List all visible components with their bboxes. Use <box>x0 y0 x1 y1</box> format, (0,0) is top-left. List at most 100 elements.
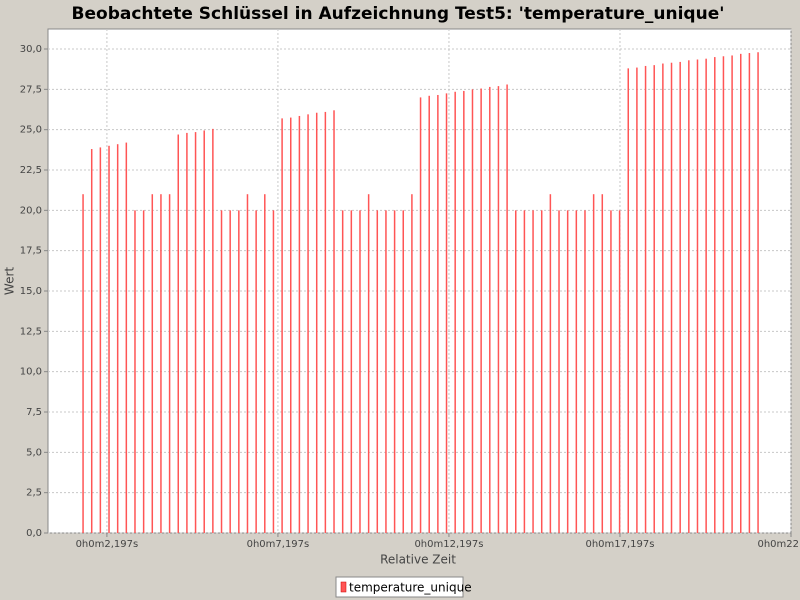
bar <box>125 142 128 534</box>
bar <box>160 194 162 533</box>
bar <box>402 210 405 534</box>
y-tick-label: 0,0 <box>26 528 42 539</box>
x-tick-label: 0h0m17,197s <box>585 539 654 550</box>
bar <box>212 128 214 534</box>
bar <box>393 210 396 534</box>
bar <box>445 93 448 534</box>
y-tick-label: 17,5 <box>20 246 42 257</box>
bar <box>489 86 491 533</box>
y-tick-label: 22,5 <box>20 165 42 176</box>
bar <box>419 97 422 534</box>
y-tick-label: 10,0 <box>20 367 42 378</box>
bar <box>740 53 742 534</box>
x-tick-label: 0h0m12,197s <box>414 539 483 550</box>
y-tick-label: 27,5 <box>20 84 42 95</box>
bar <box>601 194 604 533</box>
legend <box>335 576 464 598</box>
bar <box>411 194 413 533</box>
bar <box>549 194 552 533</box>
bar <box>203 130 205 533</box>
plot-area <box>47 28 792 534</box>
bar <box>463 90 465 533</box>
bar <box>177 134 180 534</box>
bar <box>90 149 93 533</box>
bar <box>506 84 508 533</box>
bar <box>714 57 716 533</box>
bar <box>385 210 387 534</box>
y-tick-label: 5,0 <box>26 447 42 458</box>
bar <box>229 210 231 534</box>
bar <box>757 52 759 534</box>
bar <box>679 61 681 533</box>
bar <box>99 147 102 533</box>
bar <box>471 89 474 534</box>
bar <box>636 67 638 533</box>
bar <box>688 60 690 533</box>
bar <box>142 210 145 534</box>
bar <box>82 194 84 533</box>
bar <box>108 145 110 534</box>
x-tick-label: 0h0m7,197s <box>247 539 310 550</box>
bar <box>731 55 733 534</box>
bar <box>748 53 751 533</box>
bar <box>246 194 249 533</box>
x-tick-label: 0h0m2,197s <box>76 539 139 550</box>
bar <box>722 56 725 533</box>
y-tick-label: 15,0 <box>20 286 42 297</box>
bar <box>151 194 154 533</box>
bar <box>566 210 569 534</box>
bar <box>662 63 664 534</box>
bar <box>428 95 430 533</box>
y-tick-label: 2,5 <box>26 488 42 499</box>
bar <box>610 210 612 534</box>
y-tick-label: 25,0 <box>20 125 42 136</box>
x-tick-label: 0h0m22 <box>757 539 799 550</box>
bar <box>134 210 136 534</box>
bar <box>532 210 534 534</box>
bar <box>575 210 578 534</box>
chart-title: Beobachtete Schlüssel in Aufzeichnung Te… <box>72 4 725 24</box>
bar <box>480 88 482 533</box>
bar <box>272 210 275 534</box>
bar <box>515 210 517 534</box>
bar <box>618 210 621 534</box>
bar <box>238 210 240 534</box>
x-axis-label: Relative Zeit <box>380 553 456 567</box>
bar <box>186 132 188 533</box>
bar <box>350 210 353 534</box>
y-tick-label: 20,0 <box>20 205 42 216</box>
legend-label: temperature_unique <box>349 581 472 595</box>
bar <box>437 94 439 534</box>
bar <box>592 194 595 533</box>
bar <box>627 68 630 533</box>
bar <box>307 114 309 534</box>
bar <box>194 132 197 533</box>
y-tick-label: 7,5 <box>26 407 42 418</box>
bar <box>168 194 171 533</box>
bar <box>341 210 344 534</box>
y-tick-label: 12,5 <box>20 326 42 337</box>
bar <box>281 118 283 534</box>
bar <box>454 91 456 534</box>
bar <box>333 110 335 533</box>
bar <box>497 86 500 534</box>
bar <box>670 62 673 533</box>
bar <box>696 59 699 534</box>
bar <box>298 115 301 533</box>
bar <box>705 58 707 533</box>
bar <box>255 210 257 534</box>
bar <box>523 210 526 534</box>
legend-swatch <box>340 581 347 593</box>
y-tick-label: 30,0 <box>20 44 42 55</box>
bar <box>644 65 647 533</box>
bar <box>367 194 370 533</box>
bar <box>290 117 292 534</box>
bar <box>116 144 119 533</box>
bar <box>558 210 560 534</box>
bar <box>653 65 655 534</box>
bar <box>264 194 266 533</box>
bar <box>324 111 327 534</box>
bar <box>220 210 223 534</box>
bar <box>584 210 586 534</box>
